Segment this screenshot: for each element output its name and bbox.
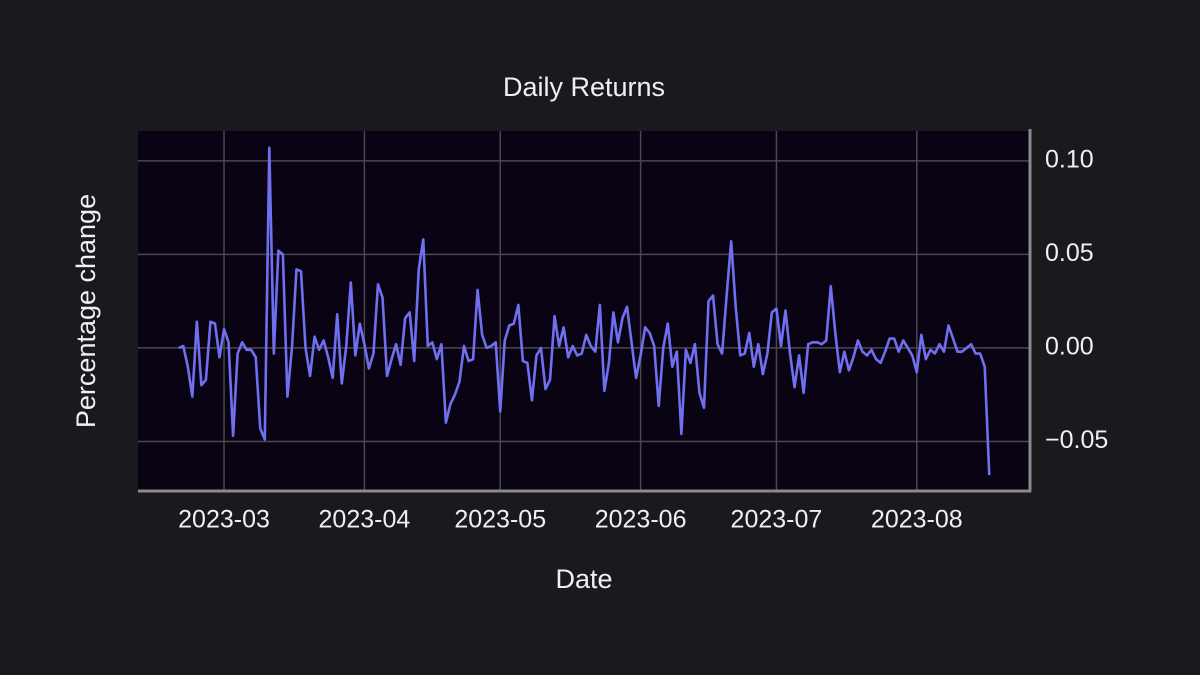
y-tick-label: 0.05 (1045, 239, 1094, 267)
x-tick-label: 2023-04 (319, 506, 411, 534)
x-axis-label: Date (555, 564, 612, 594)
line (178, 146, 991, 476)
y-tick-label: 0.00 (1045, 333, 1094, 361)
x-tick-label: 2023-03 (178, 506, 270, 534)
y-axis-label: Percentage change (71, 194, 101, 428)
plot-area (138, 131, 1030, 491)
x-tick-label: 2023-08 (871, 506, 963, 534)
y-tick-label: 0.10 (1045, 146, 1094, 174)
x-tick-label: 2023-05 (454, 506, 546, 534)
tick-labels: 2023-03 2023-04 2023-05 2023-06 2023-07 2023-… (178, 146, 1108, 534)
x-tick-label: 2023-06 (595, 506, 687, 534)
chart-title: Daily Returns (503, 72, 665, 102)
x-tick-label: 2023-07 (731, 506, 823, 534)
y-tick-label: −0.05 (1045, 426, 1108, 454)
lines (178, 146, 991, 476)
